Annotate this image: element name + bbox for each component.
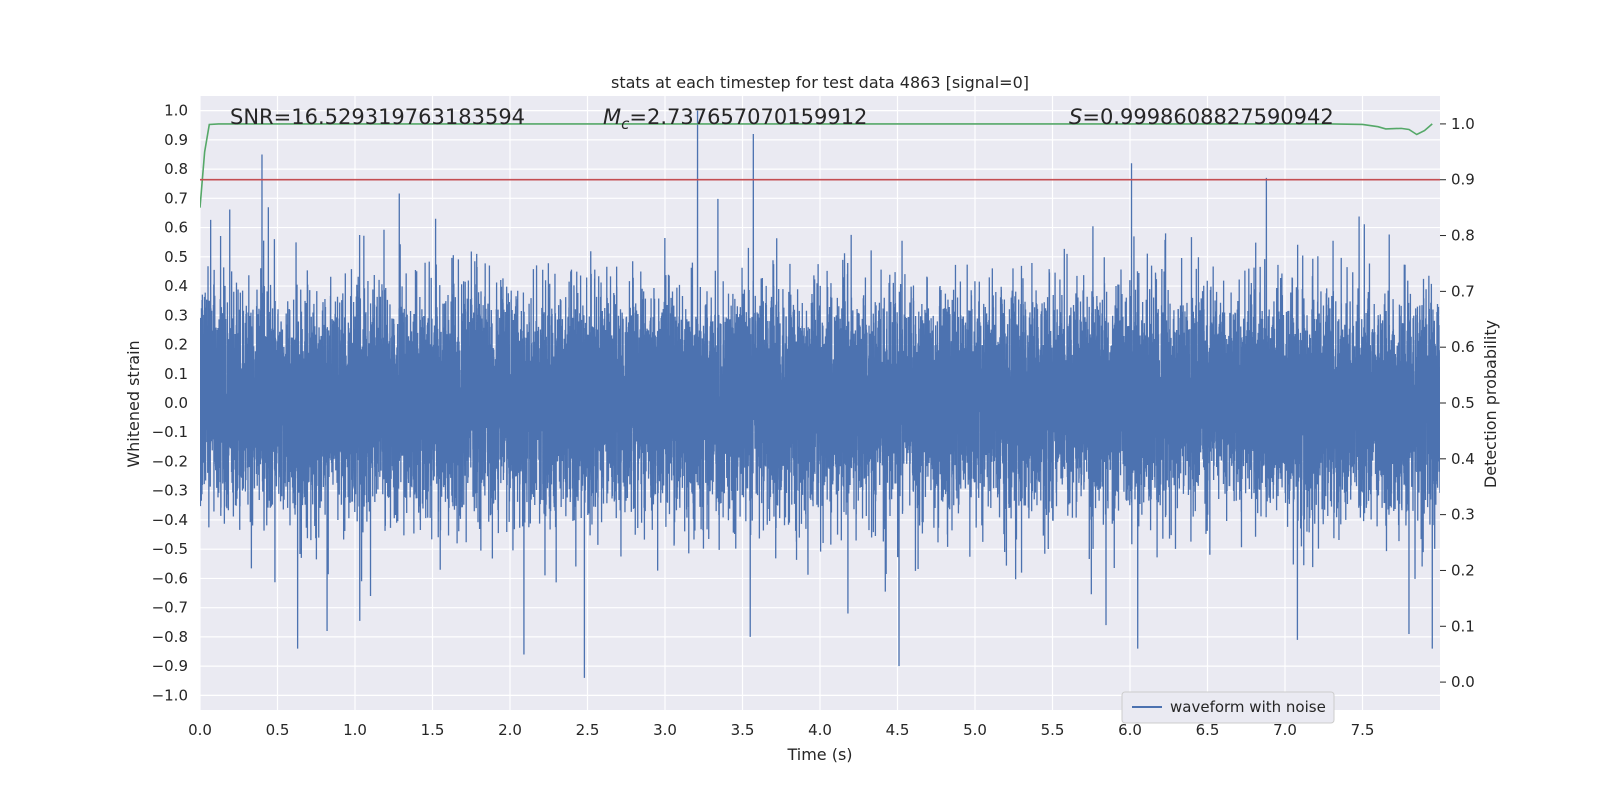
legend-box (1121, 691, 1335, 724)
x-tick-label-9: 4.5 (886, 721, 910, 739)
y-tick-label-3: 0.7 (164, 189, 188, 207)
y-tick-label-10: 0.0 (164, 394, 188, 412)
y2-tick-label-3: 0.7 (1451, 282, 1475, 300)
x-tick-label-1: 0.5 (266, 721, 290, 739)
legend: waveform with noise (1121, 691, 1335, 724)
x-tick-label-13: 6.5 (1196, 721, 1220, 739)
x-tick-label-8: 4.0 (808, 721, 832, 739)
y-tick-label-0: 1.0 (164, 102, 188, 120)
x-tick-label-3: 1.5 (421, 721, 445, 739)
y-tick-label-18: −0.8 (152, 628, 188, 646)
y2-tick-label-2: 0.8 (1451, 227, 1475, 245)
y-tick-label-16: −0.6 (152, 569, 188, 587)
mc-subscript: c (621, 115, 630, 133)
series-layer (200, 110, 1440, 678)
y-tick-label-13: −0.3 (152, 482, 188, 500)
x-axis-ticks: 0.0 0.5 1.0 1.5 2.0 2.5 3.0 3.5 4.0 4.5 5.0 5.5 6.0 6… (188, 721, 1374, 739)
x-axis-label: Time (s) (786, 745, 852, 764)
y-axis-label: Whitened strain (124, 340, 143, 467)
s-annotation: S=0.9998608827590942 (1069, 105, 1334, 129)
y2-tick-label-0: 1.0 (1451, 115, 1475, 133)
mc-symbol: M (603, 105, 621, 129)
y-tick-label-20: −1.0 (152, 686, 188, 704)
y-tick-label-2: 0.8 (164, 160, 188, 178)
y-tick-label-19: −0.9 (152, 657, 188, 675)
y-axis-ticks: 1.0 0.9 0.8 0.7 0.6 0.5 0.4 0.3 0.2 0.1 0.0 −0.1 −0.… (152, 102, 188, 705)
series-waveform-with-noise (200, 110, 1440, 678)
mc-annotation: Mc=2.737657070159912 (603, 105, 867, 133)
snr-annotation: SNR=16.529319763183594 (230, 105, 525, 129)
y-tick-label-15: −0.5 (152, 540, 188, 558)
y-tick-label-11: −0.1 (152, 423, 188, 441)
x-tick-label-7: 3.5 (731, 721, 755, 739)
y2-axis-label: Detection probability (1481, 320, 1500, 488)
y2-tick-label-1: 0.9 (1451, 171, 1475, 189)
s-symbol: S (1069, 105, 1082, 129)
y-tick-label-7: 0.3 (164, 306, 188, 324)
y-tick-label-9: 0.1 (164, 365, 188, 383)
y-tick-label-6: 0.4 (164, 277, 188, 295)
x-tick-label-5: 2.5 (576, 721, 600, 739)
y2-tick-label-6: 0.4 (1451, 450, 1475, 468)
y-tick-label-4: 0.6 (164, 219, 188, 237)
chart-title: stats at each timestep for test data 486… (611, 73, 1029, 92)
y2-tick-label-10: 0.0 (1451, 673, 1475, 691)
series-detection-probability (200, 123, 1433, 208)
y2-tick-label-5: 0.5 (1451, 394, 1475, 412)
y-tick-label-12: −0.2 (152, 452, 188, 470)
legend-entry-waveform: waveform with noise (1170, 698, 1326, 716)
x-tick-label-12: 6.0 (1118, 721, 1142, 739)
x-tick-label-4: 2.0 (498, 721, 522, 739)
x-tick-label-11: 5.5 (1041, 721, 1065, 739)
s-value: =0.9998608827590942 (1082, 105, 1333, 129)
y2-tick-label-8: 0.2 (1451, 561, 1475, 579)
x-tick-label-6: 3.0 (653, 721, 677, 739)
y2-tick-label-4: 0.6 (1451, 338, 1475, 356)
x-tick-label-0: 0.0 (188, 721, 212, 739)
y2-tick-label-9: 0.1 (1451, 617, 1475, 635)
x-tick-label-14: 7.0 (1273, 721, 1297, 739)
y-tick-label-17: −0.7 (152, 599, 188, 617)
y-tick-label-1: 0.9 (164, 131, 188, 149)
y-tick-label-14: −0.4 (152, 511, 188, 529)
mc-value: =2.737657070159912 (629, 105, 867, 129)
y-tick-label-8: 0.2 (164, 336, 188, 354)
x-tick-label-15: 7.5 (1351, 721, 1375, 739)
y2-axis-ticks: 1.0 0.9 0.8 0.7 0.6 0.5 0.4 0.3 0.2 0.1 0.0 (1440, 115, 1475, 691)
x-tick-label-2: 1.0 (343, 721, 367, 739)
y-tick-label-5: 0.5 (164, 248, 188, 266)
y2-tick-label-7: 0.3 (1451, 506, 1475, 524)
x-tick-label-10: 5.0 (963, 721, 987, 739)
